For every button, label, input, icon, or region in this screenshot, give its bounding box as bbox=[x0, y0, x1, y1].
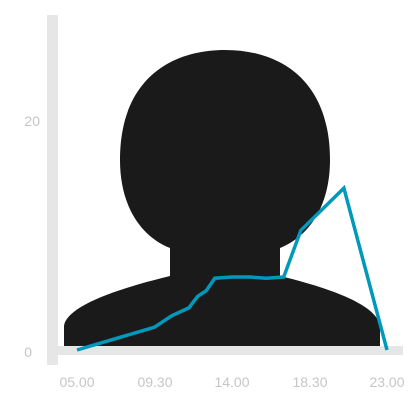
x-tick-label-5: 23.00 bbox=[369, 374, 404, 390]
y-tick-label-20: 20 bbox=[24, 113, 40, 129]
x-tick-label-3: 14.00 bbox=[214, 374, 249, 390]
x-tick-label-2: 09.30 bbox=[137, 374, 172, 390]
x-axis-line bbox=[47, 346, 403, 355]
x-tick-label-4: 18.30 bbox=[292, 374, 327, 390]
y-tick-label-0: 0 bbox=[24, 344, 32, 360]
x-tick-labels: 05.00 09.30 14.00 18.30 23.00 bbox=[59, 374, 404, 390]
x-tick-label-1: 05.00 bbox=[59, 374, 94, 390]
y-axis-line bbox=[47, 15, 58, 365]
y-tick-labels: 0 20 bbox=[24, 113, 40, 360]
